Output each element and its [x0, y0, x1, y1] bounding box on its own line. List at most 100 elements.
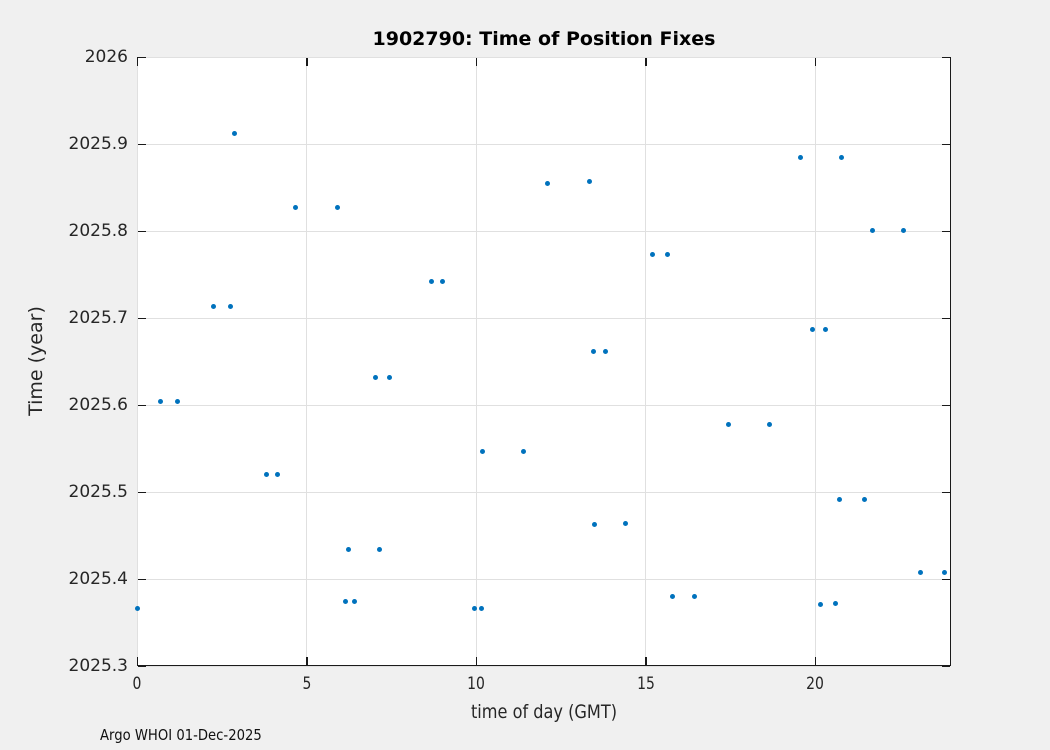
y-gridline [138, 230, 950, 232]
data-point [669, 594, 675, 600]
data-point [664, 252, 670, 258]
data-point [293, 204, 299, 210]
data-point [275, 472, 281, 478]
y-gridline [138, 491, 950, 493]
data-point [649, 252, 655, 258]
data-point [471, 605, 477, 611]
data-point [386, 375, 392, 381]
x-tick-label: 0 [132, 674, 142, 694]
data-point [839, 154, 845, 160]
y-tick [138, 317, 146, 319]
data-point [478, 605, 484, 611]
y-tick [138, 578, 146, 580]
y-axis-label: Time (year) [25, 306, 47, 416]
data-point [376, 547, 382, 553]
data-point [227, 303, 233, 309]
y-tick-label: 2026 [84, 47, 128, 67]
data-point [373, 375, 379, 381]
data-point [603, 348, 609, 354]
y-tick [942, 491, 950, 493]
y-tick [942, 578, 950, 580]
data-point [439, 279, 445, 285]
data-point [692, 594, 698, 600]
y-tick [138, 491, 146, 493]
data-point [429, 279, 435, 285]
data-point [335, 204, 341, 210]
data-point [822, 327, 828, 333]
x-tick [306, 657, 308, 665]
x-gridline [136, 58, 138, 665]
y-tick [942, 404, 950, 406]
y-tick [138, 665, 146, 667]
x-tick [475, 58, 478, 66]
x-tick-label: 15 [636, 674, 655, 694]
y-tick-label: 2025.5 [68, 482, 128, 502]
y-tick-label: 2025.7 [68, 308, 128, 328]
x-gridline [475, 58, 477, 665]
data-point [623, 521, 629, 527]
plot-area [135, 56, 951, 667]
data-point [817, 602, 823, 608]
x-tick [475, 657, 478, 665]
data-point [836, 496, 842, 502]
data-point [175, 399, 181, 405]
data-point [343, 598, 349, 604]
y-tick [942, 665, 950, 667]
x-tick [645, 58, 647, 66]
y-gridline [138, 56, 950, 58]
data-point [158, 399, 164, 405]
data-point [941, 569, 947, 575]
x-tick-label: 20 [806, 674, 825, 694]
data-point [263, 472, 269, 478]
data-point [797, 154, 803, 160]
data-point [231, 131, 237, 137]
y-tick [942, 317, 950, 319]
x-tick [136, 58, 138, 66]
data-point [591, 522, 597, 528]
y-tick-label: 2025.8 [68, 221, 128, 241]
data-point [346, 547, 352, 553]
x-tick [814, 657, 817, 665]
data-point [351, 598, 357, 604]
y-tick-label: 2025.3 [68, 656, 128, 676]
data-point [917, 569, 923, 575]
data-point [135, 605, 141, 611]
x-gridline [645, 58, 647, 665]
y-gridline [138, 143, 950, 145]
y-gridline [138, 665, 950, 667]
chart-title: 1902790: Time of Position Fixes [372, 28, 716, 50]
y-gridline [138, 578, 950, 580]
data-point [833, 601, 839, 607]
y-tick [138, 230, 146, 232]
data-point [591, 348, 597, 354]
data-point [725, 422, 731, 427]
data-point [520, 448, 526, 454]
y-tick-label: 2025.9 [68, 134, 128, 154]
x-gridline [814, 58, 816, 665]
y-tick [138, 404, 146, 406]
x-tick-label: 5 [302, 674, 312, 694]
y-tick [942, 143, 950, 145]
data-point [809, 327, 815, 333]
y-tick [942, 56, 950, 58]
data-point [545, 181, 551, 187]
y-tick [138, 143, 146, 145]
x-tick [136, 657, 138, 665]
x-tick [306, 58, 308, 66]
x-tick [814, 58, 817, 66]
y-tick [942, 230, 950, 232]
data-point [862, 496, 868, 502]
y-tick [138, 56, 146, 58]
x-tick [645, 657, 647, 665]
y-gridline [138, 317, 950, 319]
data-point [480, 448, 486, 454]
data-point [210, 303, 216, 309]
y-gridline [138, 404, 950, 406]
data-point [870, 228, 876, 233]
x-axis-label: time of day (GMT) [470, 701, 618, 723]
footer-annotation: Argo WHOI 01-Dec-2025 [100, 726, 262, 744]
y-tick-label: 2025.4 [68, 569, 128, 589]
data-point [766, 422, 772, 427]
x-gridline [306, 58, 308, 665]
